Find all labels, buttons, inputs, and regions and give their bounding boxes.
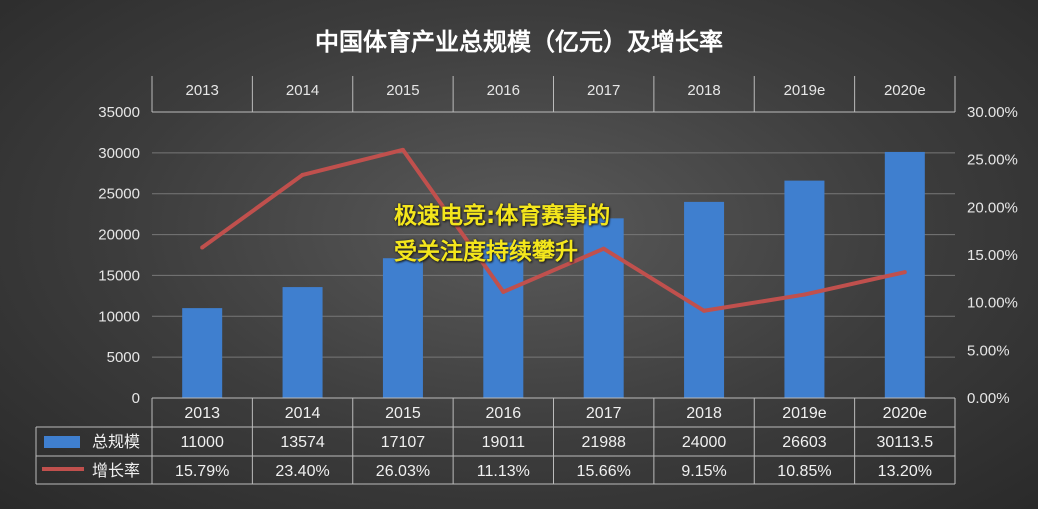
left-tick-label: 25000 <box>98 186 140 203</box>
line-point <box>702 308 707 313</box>
bar <box>182 308 223 398</box>
line-point <box>501 289 506 294</box>
watermark-caption-line-1: 极速电竞:体育赛事的 <box>394 203 611 229</box>
legend-key-bar <box>44 436 80 448</box>
table-category-cell: 2013 <box>184 405 220 422</box>
watermark-caption: 极速电竞:体育赛事的 受关注度持续攀升 <box>394 198 654 270</box>
table-growth-cell: 10.85% <box>777 463 831 480</box>
table-total-cell: 21988 <box>581 434 626 451</box>
right-tick-label: 5.00% <box>967 342 1010 359</box>
table-category-cell: 2014 <box>285 405 321 422</box>
top-category-label: 2018 <box>687 82 720 99</box>
top-category-label: 2020e <box>884 82 926 99</box>
right-tick-label: 10.00% <box>967 295 1018 312</box>
watermark-caption-line-2: 受关注度持续攀升 <box>394 239 578 265</box>
line-point <box>601 246 606 251</box>
left-axis-ticks: 0 5000 10000 15000 20000 25000 30000 35000 <box>98 104 140 407</box>
left-tick-label: 5000 <box>107 349 140 366</box>
top-category-label: 2014 <box>286 82 319 99</box>
right-tick-label: 15.00% <box>967 247 1018 264</box>
bar <box>382 258 423 398</box>
table-category-cell: 2016 <box>486 405 522 422</box>
table-total-cell: 26603 <box>782 434 827 451</box>
table-category-cell: 2017 <box>586 405 622 422</box>
left-tick-label: 30000 <box>98 145 140 162</box>
top-category-label: 2017 <box>587 82 620 99</box>
data-table: 2013 2014 2015 2016 2017 2018 2019e 2020e 11000 1… <box>35 397 956 485</box>
right-tick-label: 25.00% <box>967 152 1018 169</box>
top-category-label: 2019e <box>784 82 826 99</box>
bar <box>784 180 825 398</box>
bar <box>684 201 725 398</box>
bar <box>483 242 524 398</box>
line-point <box>400 147 405 152</box>
table-growth-cell: 26.03% <box>376 463 430 480</box>
table-growth-cell: 15.79% <box>175 463 229 480</box>
line-point <box>200 245 205 250</box>
left-tick-label: 20000 <box>98 227 140 244</box>
left-tick-label: 0 <box>132 390 140 407</box>
top-category-label: 2013 <box>186 82 219 99</box>
line-point <box>902 270 907 275</box>
table-total-cell: 17107 <box>381 434 426 451</box>
table-category-cell: 2015 <box>385 405 421 422</box>
table-growth-cell: 13.20% <box>878 463 932 480</box>
legend-label-line: 增长率 <box>92 462 140 480</box>
table-growth-cell: 9.15% <box>681 463 726 480</box>
left-tick-label: 15000 <box>98 267 140 284</box>
line-point <box>300 172 305 177</box>
legend-label-bar: 总规模 <box>92 433 140 451</box>
chart-title: 中国体育产业总规模（亿元）及增长率 <box>315 28 723 56</box>
left-tick-label: 35000 <box>98 104 140 121</box>
table-total-cell: 24000 <box>682 434 727 451</box>
top-category-label: 2015 <box>386 82 419 99</box>
table-category-cell: 2019e <box>782 405 827 422</box>
bar <box>282 287 323 398</box>
table-growth-cell: 11.13% <box>477 463 530 480</box>
table-growth-cell: 23.40% <box>275 463 329 480</box>
growth-line <box>201 147 906 313</box>
top-category-label: 2016 <box>487 82 520 99</box>
table-total-cell: 30113.5 <box>876 434 933 451</box>
top-category-axis: 2013 2014 2015 2016 2017 2018 2019e 2020e <box>151 76 956 113</box>
table-total-cell: 13574 <box>280 434 325 451</box>
table-total-cell: 19011 <box>482 434 525 451</box>
table-category-cell: 2020e <box>883 405 928 422</box>
right-tick-label: 0.00% <box>967 390 1010 407</box>
table-growth-cell: 15.66% <box>577 463 631 480</box>
bar-series-totals <box>182 151 925 398</box>
right-tick-label: 30.00% <box>967 104 1018 121</box>
right-axis-ticks: 0.00% 5.00% 10.00% 15.00% 20.00% 25.00% 30.00% <box>967 104 1018 407</box>
line-series-growth <box>200 147 907 313</box>
table-total-cell: 11000 <box>181 434 224 451</box>
line-point <box>802 292 807 297</box>
table-category-cell: 2018 <box>686 405 722 422</box>
right-tick-label: 20.00% <box>967 199 1018 216</box>
left-tick-label: 10000 <box>98 308 140 325</box>
